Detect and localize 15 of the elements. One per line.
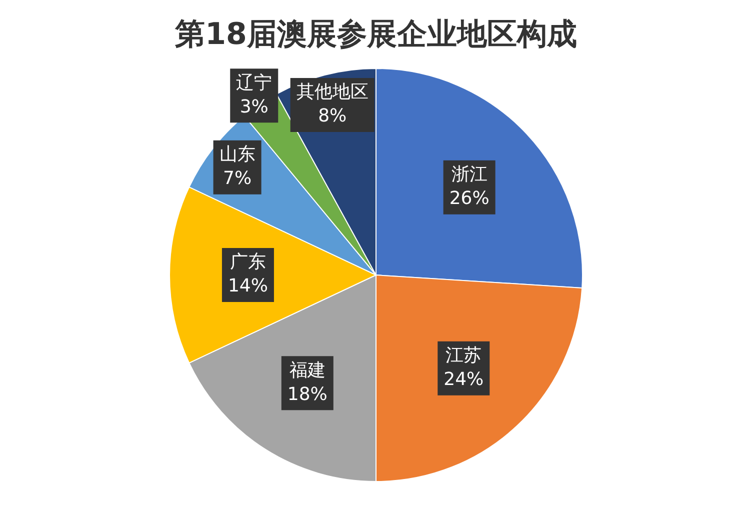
slice-label: 其他地区 bbox=[296, 82, 368, 103]
data-label: 24% bbox=[444, 369, 484, 390]
slice-label: 辽宁 bbox=[236, 72, 272, 94]
slice-label: 江苏 bbox=[446, 345, 482, 366]
data-label: 8% bbox=[318, 106, 347, 127]
slice-label: 浙江 bbox=[451, 164, 488, 186]
slice-label: 山东 bbox=[219, 144, 256, 166]
data-label: 3% bbox=[240, 96, 268, 118]
data-label: 7% bbox=[223, 168, 252, 190]
slice-label: 广东 bbox=[230, 252, 266, 273]
chart-title: 第18届澳展参展企业地区构成 bbox=[174, 16, 577, 52]
data-label: 14% bbox=[228, 276, 268, 297]
slice-label: 福建 bbox=[289, 360, 326, 381]
data-label: 26% bbox=[449, 188, 490, 210]
data-label: 18% bbox=[287, 384, 328, 405]
